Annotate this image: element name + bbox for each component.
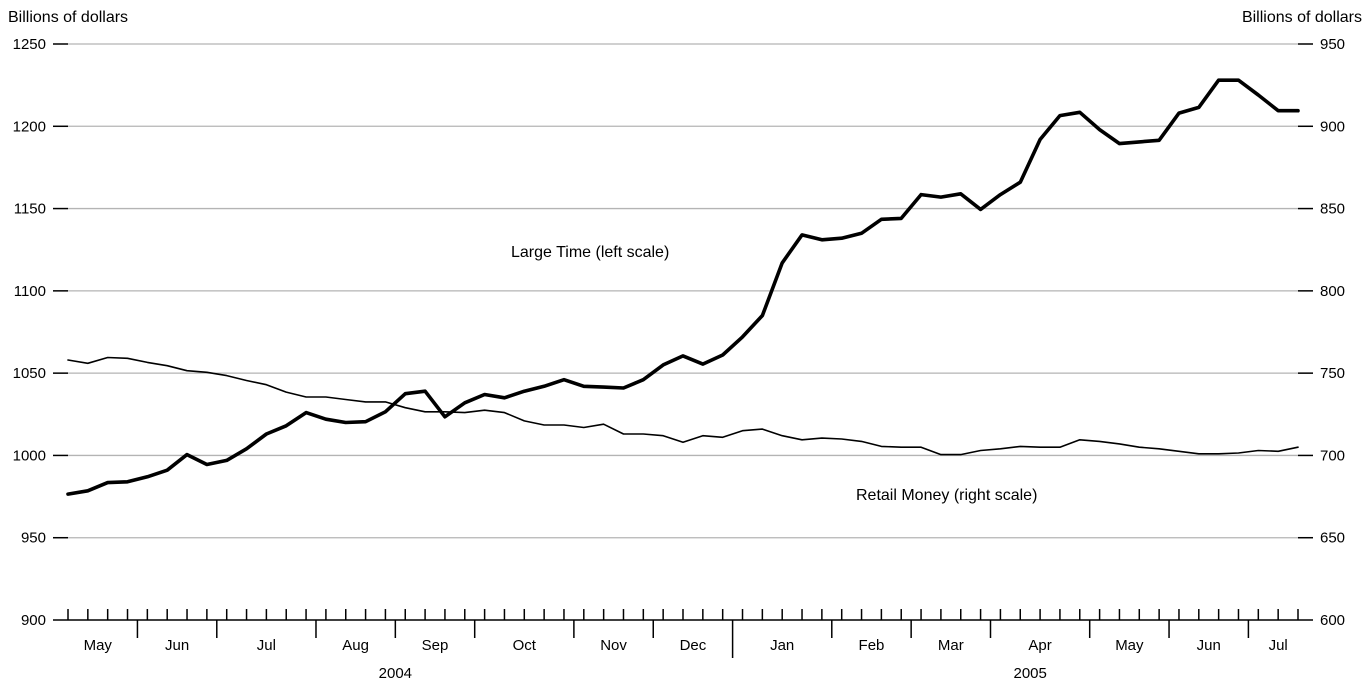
left-axis-ticks: 900 950 1000 1050 1100 1150 1200 1250 [13,36,68,629]
month-label: Apr [1028,637,1051,654]
month-label: Mar [938,637,964,654]
left-axis-title: Billions of dollars [8,9,128,26]
retail-money-annotation: Retail Money (right scale) [856,487,1037,504]
month-label: Aug [342,637,369,654]
month-label: Dec [680,637,707,654]
month-label: Sep [422,637,449,654]
month-label: May [84,637,113,654]
month-label: Feb [859,637,885,654]
right-axis-title: Billions of dollars [1242,9,1362,26]
left-tick-label: 950 [21,530,46,547]
month-label: Oct [513,637,537,654]
left-tick-label: 1150 [14,201,46,218]
right-tick-label: 800 [1320,283,1345,300]
left-tick-label: 1000 [13,447,46,464]
large-time-annotation: Large Time (left scale) [511,244,669,261]
year-label: 2004 [379,665,412,682]
left-tick-label: 1250 [13,36,46,53]
right-tick-label: 850 [1320,201,1345,218]
year-label: 2005 [1013,665,1046,682]
month-label: Jul [257,637,276,654]
month-label: Jan [770,637,794,654]
left-tick-label: 1050 [13,365,46,382]
month-label: Nov [600,637,627,654]
large-time-line [66,78,1300,496]
right-tick-label: 650 [1320,530,1345,547]
left-tick-label: 900 [21,612,46,629]
retail-money-line [67,356,1299,456]
month-label: Jun [1197,637,1221,654]
left-tick-label: 1200 [13,118,46,135]
right-tick-label: 900 [1320,118,1345,135]
right-tick-label: 600 [1320,612,1345,629]
left-tick-label: 1100 [14,283,46,300]
gridlines [68,43,1298,539]
right-tick-label: 750 [1320,365,1345,382]
right-axis-ticks: 600 650 700 750 800 850 900 950 [1298,36,1345,629]
right-tick-label: 700 [1320,447,1345,464]
x-axis-ticks: May Jun Jul Aug Sep Oct Nov Dec Jan Feb Mar Apr May J… [67,609,1299,682]
month-label: Jul [1269,637,1288,654]
right-tick-label: 950 [1320,36,1345,53]
series-lines [66,78,1300,496]
month-label: May [1115,637,1144,654]
month-label: Jun [165,637,189,654]
